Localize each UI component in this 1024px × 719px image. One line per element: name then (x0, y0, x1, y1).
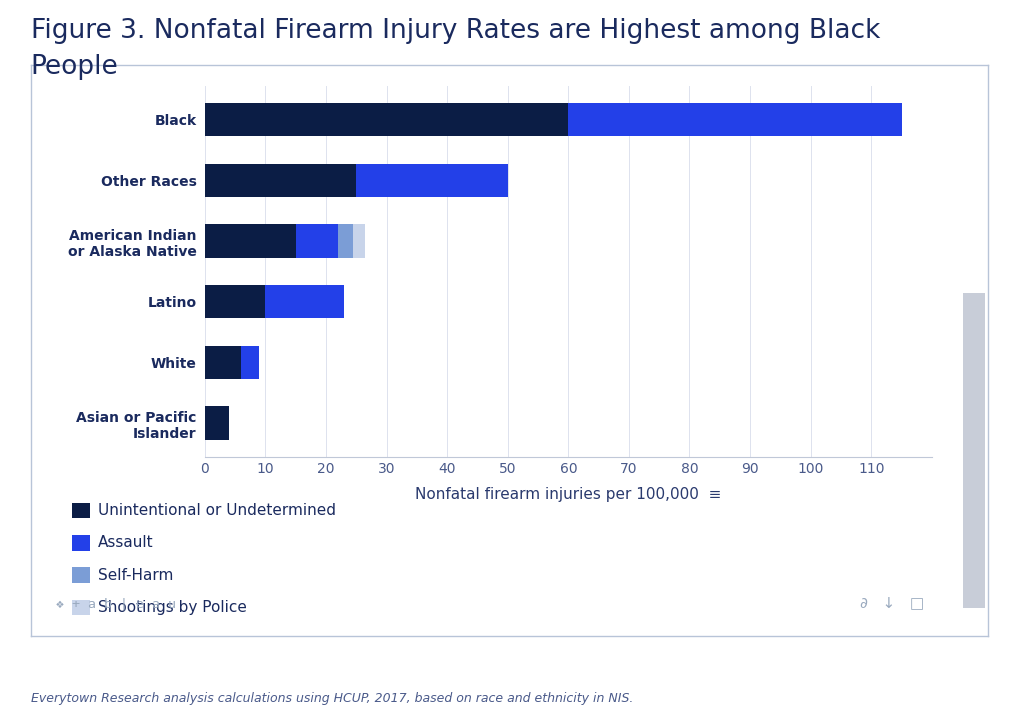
Bar (296, 224, 338, 258)
Bar (205, 285, 265, 319)
Text: Assault: Assault (98, 536, 154, 550)
Text: People: People (31, 54, 119, 80)
Text: Unintentional or Undetermined: Unintentional or Undetermined (98, 503, 336, 518)
Text: ∂   ↓   □: ∂ ↓ □ (860, 597, 925, 611)
Bar (568, 103, 901, 137)
Text: Figure 3. Nonfatal Firearm Injury Rates are Highest among Black: Figure 3. Nonfatal Firearm Injury Rates … (31, 18, 880, 44)
Bar (205, 164, 356, 197)
Text: Everytown Research analysis calculations using HCUP, 2017, based on race and eth: Everytown Research analysis calculations… (31, 692, 633, 705)
Bar (205, 103, 568, 137)
Bar (242, 346, 259, 379)
Text: Self-Harm: Self-Harm (98, 568, 174, 582)
Bar (356, 164, 508, 197)
Text: Shootings by Police: Shootings by Police (98, 600, 247, 615)
Bar (338, 224, 353, 258)
Bar (265, 285, 344, 319)
Bar (205, 224, 296, 258)
Bar (353, 224, 366, 258)
Bar (205, 406, 229, 440)
Bar (205, 346, 242, 379)
X-axis label: Nonfatal firearm injuries per 100,000  ≡: Nonfatal firearm injuries per 100,000 ≡ (415, 487, 722, 503)
Text: ❖ + a b | e a u: ❖ + a b | e a u (56, 597, 176, 610)
